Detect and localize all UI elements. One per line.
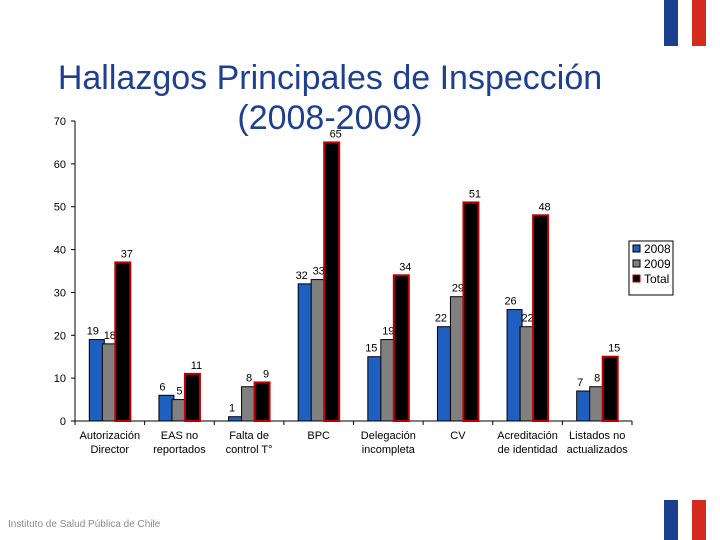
flag-stripe-red bbox=[692, 500, 706, 540]
bar-total-7 bbox=[601, 355, 619, 423]
x-category-label: reportados bbox=[153, 444, 206, 456]
x-category-label: CV bbox=[450, 430, 466, 442]
data-label: 65 bbox=[330, 128, 342, 140]
y-tick-label: 50 bbox=[54, 202, 66, 214]
x-category-label: EAS no bbox=[161, 430, 198, 442]
data-label: 37 bbox=[121, 248, 133, 260]
y-tick-label: 10 bbox=[54, 373, 66, 385]
legend-label: 2008 bbox=[644, 242, 671, 256]
x-category-label: Acreditación bbox=[497, 430, 558, 442]
data-label: 34 bbox=[399, 261, 411, 273]
data-label: 22 bbox=[435, 313, 447, 325]
data-label: 11 bbox=[191, 360, 202, 372]
y-tick-label: 0 bbox=[60, 416, 66, 428]
footer-institution: Instituto de Salud Pública de Chile bbox=[8, 519, 161, 530]
y-tick-label: 20 bbox=[54, 330, 66, 342]
x-category-label: incompleta bbox=[362, 444, 416, 456]
x-category-label: Falta de bbox=[229, 430, 269, 442]
data-label: 1 bbox=[229, 403, 235, 415]
data-label: 29 bbox=[452, 283, 464, 295]
y-tick-label: 60 bbox=[54, 159, 66, 171]
x-category-label: actualizados bbox=[567, 444, 629, 456]
flag-bottom-decoration bbox=[664, 500, 720, 540]
data-label: 8 bbox=[246, 373, 252, 385]
x-category-label: Autorización bbox=[80, 430, 141, 442]
flag-stripe-white bbox=[678, 500, 692, 540]
data-label: 6 bbox=[159, 381, 165, 393]
x-category-label: Director bbox=[91, 444, 130, 456]
bar-total-4 bbox=[392, 274, 410, 422]
data-label: 18 bbox=[104, 330, 116, 342]
data-label: 32 bbox=[296, 270, 308, 282]
bar-total-0 bbox=[114, 261, 132, 422]
data-label: 15 bbox=[365, 343, 377, 355]
flag-top-decoration bbox=[664, 0, 720, 46]
data-label: 5 bbox=[176, 386, 182, 398]
flag-stripe-white bbox=[678, 0, 692, 46]
y-tick-label: 30 bbox=[54, 287, 66, 299]
flag-stripe-blue bbox=[664, 0, 678, 46]
x-category-label: BPC bbox=[307, 430, 330, 442]
legend-label: Total bbox=[644, 272, 669, 286]
data-label: 26 bbox=[504, 296, 516, 308]
x-category-label: Delegación bbox=[361, 430, 416, 442]
legend-swatch-2008 bbox=[632, 244, 641, 253]
legend-swatch-2009 bbox=[632, 259, 641, 268]
x-category-label: Listados no bbox=[569, 430, 625, 442]
data-label: 7 bbox=[577, 377, 583, 389]
legend-label: 2009 bbox=[644, 257, 671, 271]
bar-total-5 bbox=[462, 201, 480, 422]
data-label: 9 bbox=[263, 368, 269, 380]
data-label: 19 bbox=[87, 326, 99, 338]
data-label: 22 bbox=[521, 313, 533, 325]
bar-total-6 bbox=[532, 214, 550, 422]
legend-swatch-total bbox=[632, 274, 641, 283]
bar-total-1 bbox=[183, 372, 201, 423]
x-category-label: de identidad bbox=[498, 444, 558, 456]
y-tick-label: 40 bbox=[54, 245, 66, 257]
data-label: 8 bbox=[594, 373, 600, 385]
data-label: 51 bbox=[469, 188, 481, 200]
chart-title: Hallazgos Principales de Inspección (200… bbox=[57, 59, 603, 137]
bar-total-3 bbox=[323, 141, 341, 423]
bar-total-2 bbox=[253, 381, 271, 422]
flag-stripe-red bbox=[692, 0, 706, 46]
data-label: 33 bbox=[313, 266, 325, 278]
flag-stripe-blue bbox=[664, 500, 678, 540]
y-tick-label: 70 bbox=[54, 116, 66, 128]
x-category-label: control T° bbox=[226, 444, 273, 456]
data-label: 19 bbox=[382, 326, 394, 338]
data-label: 48 bbox=[538, 201, 550, 213]
data-label: 15 bbox=[608, 343, 620, 355]
